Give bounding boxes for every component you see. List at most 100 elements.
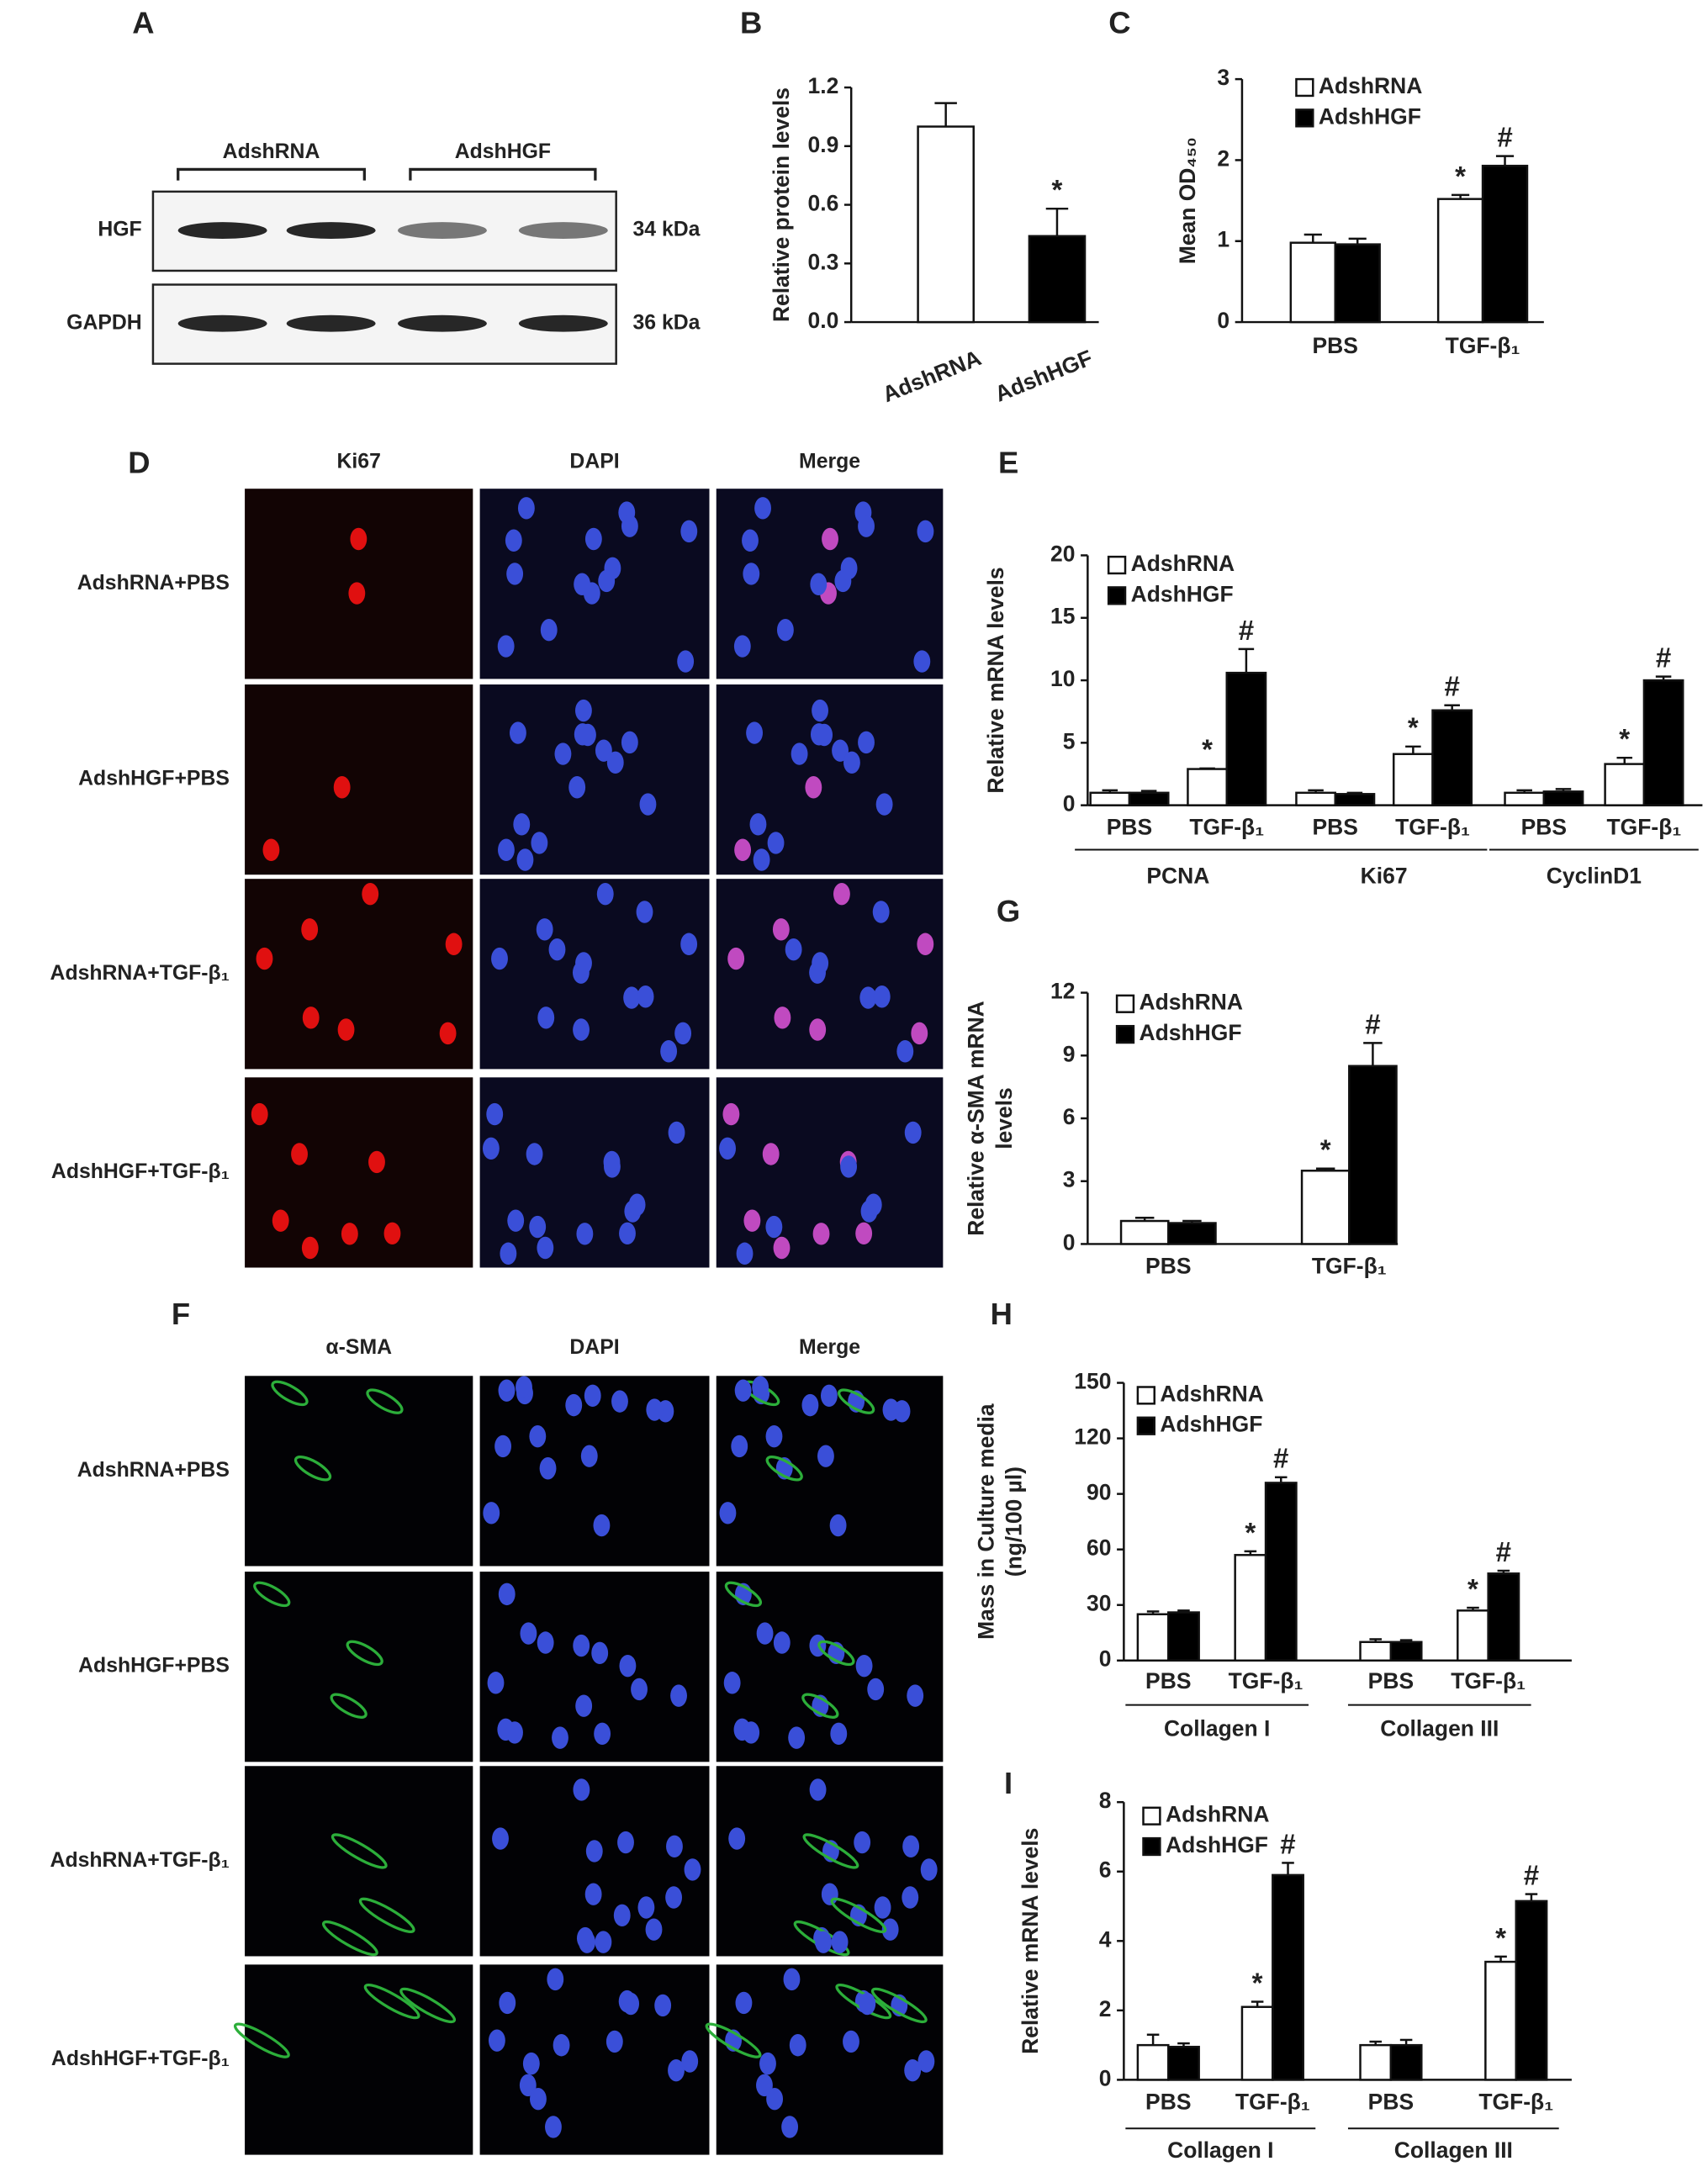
nucleus	[545, 2116, 562, 2138]
bar	[1334, 793, 1376, 806]
bar	[1359, 2043, 1393, 2081]
y-axis-label: Relative protein levels	[769, 87, 794, 322]
blot-size-label: 34 kDa	[633, 219, 701, 241]
y-tick-label: 0.0	[808, 308, 839, 333]
bar	[1504, 791, 1546, 806]
bar	[1457, 1609, 1489, 1662]
nucleus	[573, 1778, 590, 1801]
y-tick-label: 0.9	[808, 132, 839, 157]
blot-row-label: HGF	[98, 219, 141, 241]
micrograph	[716, 879, 944, 1070]
nucleus	[498, 838, 515, 861]
y-tick-label: 60	[1087, 1535, 1111, 1561]
nucleus	[594, 1722, 611, 1746]
panel-letter: H	[991, 1297, 1013, 1331]
nucleus	[539, 1457, 557, 1480]
bar	[1225, 671, 1267, 806]
bracket	[409, 167, 597, 181]
micrograph	[245, 1077, 473, 1268]
stain	[348, 582, 366, 605]
nucleus	[488, 2029, 505, 2052]
nucleus	[520, 1622, 537, 1645]
bar	[1436, 198, 1484, 324]
stain	[362, 882, 379, 906]
micrograph	[245, 1766, 473, 1957]
panel-letter: I	[1004, 1766, 1013, 1800]
nucleus	[548, 938, 566, 961]
nucleus	[722, 1102, 740, 1126]
nucleus	[873, 985, 891, 1008]
nucleus	[753, 848, 770, 871]
bar	[1642, 679, 1684, 806]
column-label: α-SMA	[325, 1336, 392, 1359]
micrograph	[479, 1077, 710, 1268]
significance: #	[1524, 1861, 1539, 1892]
y-tick-label: 0.3	[808, 249, 839, 274]
nucleus	[573, 1018, 590, 1041]
y-tick-label: 1	[1217, 227, 1229, 252]
micrograph	[245, 1572, 473, 1762]
y-tick-label: 30	[1087, 1591, 1111, 1616]
nucleus	[654, 1994, 672, 2017]
nucleus	[579, 723, 596, 747]
nucleus	[789, 2034, 806, 2057]
nucleus	[536, 918, 553, 941]
x-tick-label: PBS	[1313, 815, 1358, 840]
nucleus	[776, 619, 794, 642]
y-axis-label: Mass in Culture media	[973, 1403, 998, 1640]
nucleus	[791, 742, 808, 765]
stain	[870, 1987, 928, 2024]
nucleus	[820, 1384, 838, 1408]
column-label: DAPI	[569, 450, 619, 473]
bar	[1089, 791, 1131, 806]
bar	[1348, 1065, 1398, 1245]
column-label: Merge	[799, 450, 860, 473]
blot-group-label: AdshHGF	[455, 140, 551, 163]
nucleus	[670, 1684, 687, 1707]
nucleus	[674, 1022, 692, 1045]
legend-swatch	[1142, 1806, 1161, 1826]
nucleus	[812, 699, 828, 722]
nucleus	[537, 1007, 555, 1029]
blot-band	[518, 222, 608, 239]
y-tick-label: 0	[1063, 791, 1076, 816]
y-tick-label: 12	[1050, 979, 1075, 1004]
nucleus	[817, 1445, 834, 1467]
bar	[1289, 241, 1336, 324]
bar	[1119, 1219, 1170, 1245]
nucleus	[645, 1918, 663, 1941]
nucleus	[565, 1393, 583, 1417]
nucleus	[522, 2052, 540, 2075]
significance: *	[1467, 1574, 1478, 1605]
bar	[1167, 2045, 1200, 2081]
nucleus	[772, 918, 790, 941]
nucleus	[781, 2116, 799, 2138]
significance: #	[1365, 1009, 1380, 1040]
y-tick-label: 2	[1099, 1996, 1112, 2021]
nucleus	[872, 901, 890, 923]
nucleus	[746, 721, 764, 744]
significance: *	[1245, 1518, 1256, 1549]
panel-letter: C	[1108, 5, 1130, 40]
bar	[1234, 1554, 1267, 1662]
legend-label: AdshRNA	[1140, 990, 1243, 1015]
nucleus	[843, 2030, 859, 2053]
nucleus	[832, 739, 849, 762]
nucleus	[585, 1840, 603, 1863]
x-tick-label: PBS	[1145, 1668, 1191, 1694]
nucleus	[574, 699, 592, 722]
row-label: AdshHGF+TGF-β₁	[51, 1160, 230, 1183]
nucleus	[743, 563, 760, 585]
nucleus	[507, 1209, 525, 1232]
nucleus	[498, 1583, 516, 1606]
nucleus	[584, 1384, 601, 1408]
stain	[724, 1581, 763, 1608]
nucleus	[595, 1931, 612, 1953]
nucleus	[815, 1931, 833, 1953]
stain	[802, 1833, 859, 1869]
stain	[262, 838, 280, 861]
significance: #	[1656, 643, 1671, 674]
nucleus	[859, 986, 877, 1009]
group-label: Collagen I	[1164, 1715, 1270, 1741]
